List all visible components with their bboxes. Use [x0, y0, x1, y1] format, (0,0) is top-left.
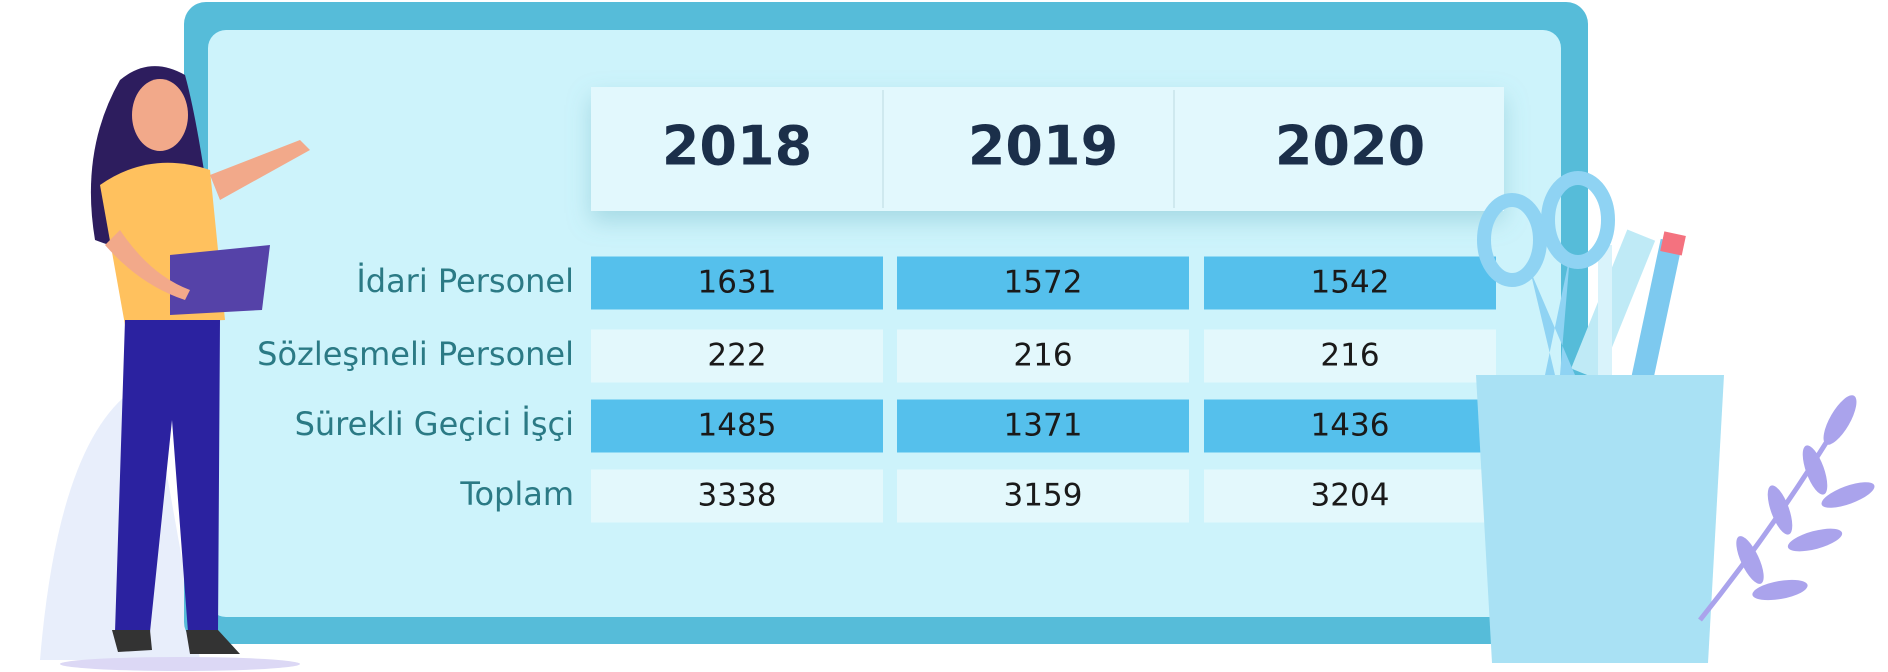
cell-value: 1542: [1311, 265, 1390, 301]
cell: [897, 329, 1189, 383]
year-header: 2020: [1275, 115, 1425, 178]
cell: [1204, 329, 1496, 383]
woman-illustration: [60, 66, 310, 671]
cell-value: 222: [707, 338, 766, 374]
cell-value: 216: [1013, 338, 1072, 374]
cell-value: 1485: [698, 408, 777, 444]
cell-value: 1371: [1004, 408, 1083, 444]
cell: [897, 399, 1189, 453]
year-header: 2019: [968, 115, 1118, 178]
row-label: Toplam: [459, 475, 574, 513]
cell: [897, 469, 1189, 523]
header-card: [591, 87, 1504, 211]
cell-value: 3338: [698, 478, 777, 514]
cell: [1204, 256, 1496, 310]
header-bg: [591, 87, 1504, 211]
cell-value: 1631: [698, 265, 777, 301]
cell: [1204, 469, 1496, 523]
cell: [591, 329, 883, 383]
cell-value: 1436: [1311, 408, 1390, 444]
row-label: Sürekli Geçici İşçi: [295, 405, 574, 443]
table: 2018 2019 2020 İdari Personel 1631 1572 1542 Sö…: [257, 115, 1496, 523]
row-label: Sözleşmeli Personel: [257, 335, 574, 373]
cell-value: 3159: [1004, 478, 1083, 514]
plant: [1698, 395, 1875, 622]
cell-value: 3204: [1311, 478, 1390, 514]
row-label: İdari Personel: [356, 262, 574, 300]
cell: [1204, 399, 1496, 453]
cell: [591, 469, 883, 523]
cell-value: 216: [1320, 338, 1379, 374]
cell-value: 1572: [1004, 265, 1083, 301]
cell: [591, 399, 883, 453]
cell: [591, 256, 883, 310]
year-header: 2018: [662, 115, 812, 178]
cell: [897, 256, 1189, 310]
pencil-cup: [1476, 171, 1724, 663]
